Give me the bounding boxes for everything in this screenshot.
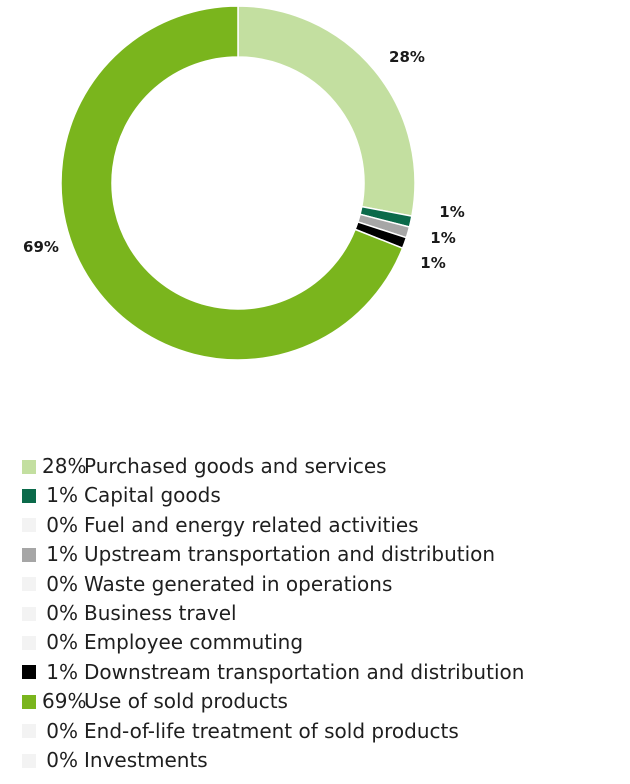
legend-item: 0% Waste generated in operations bbox=[22, 570, 622, 599]
legend-label: Waste generated in operations bbox=[84, 571, 393, 596]
legend-item: 0% Employee commuting bbox=[22, 628, 622, 657]
legend-label: End-of-life treatment of sold products bbox=[84, 718, 459, 743]
legend-swatch bbox=[22, 489, 36, 504]
legend-percent: 1% bbox=[46, 659, 78, 684]
legend-swatch bbox=[22, 636, 36, 651]
legend-item: 1% Upstream transportation and distributi… bbox=[22, 540, 622, 569]
legend-swatch bbox=[22, 518, 36, 533]
legend-swatch bbox=[22, 577, 36, 592]
legend-percent: 0% bbox=[46, 718, 78, 743]
legend-label: Fuel and energy related activities bbox=[84, 512, 419, 537]
legend-swatch bbox=[22, 694, 36, 709]
legend-percent: 0% bbox=[46, 747, 78, 772]
legend-percent: 1% bbox=[46, 483, 78, 508]
legend-percent: 1% bbox=[46, 542, 78, 567]
legend-swatch bbox=[22, 753, 36, 768]
legend-label: Capital goods bbox=[84, 483, 221, 508]
legend-swatch bbox=[22, 606, 36, 621]
legend-label: Employee commuting bbox=[84, 630, 304, 655]
legend-percent: 0% bbox=[46, 600, 78, 625]
legend-percent: 0% bbox=[46, 571, 78, 596]
slice-data-label: 1% bbox=[439, 203, 464, 221]
legend-percent: 28% bbox=[42, 454, 87, 478]
legend-percent: 69% bbox=[42, 689, 87, 714]
legend-item: 1% Downstream transportation and distribu… bbox=[22, 658, 622, 687]
legend-swatch bbox=[22, 547, 36, 562]
donut-chart: 28% 1% 1% 1% 69% bbox=[23, 5, 465, 361]
legend-label: Upstream transportation and distribution bbox=[84, 542, 496, 567]
legend-label: Investments bbox=[84, 747, 208, 772]
legend-swatch bbox=[22, 724, 36, 739]
legend-item: 69% Use of sold products bbox=[22, 687, 622, 716]
legend-percent: 0% bbox=[46, 512, 78, 537]
legend-percent: 0% bbox=[46, 630, 78, 655]
pie-slice bbox=[237, 5, 416, 218]
legend-label: Business travel bbox=[84, 600, 237, 625]
legend-item: 0% End-of-life treatment of sold products bbox=[22, 717, 622, 746]
slice-data-label: 1% bbox=[430, 229, 455, 247]
pie-slice bbox=[60, 5, 404, 361]
legend-swatch bbox=[22, 459, 36, 474]
slice-data-label: 1% bbox=[420, 254, 445, 272]
slice-data-label: 28% bbox=[389, 48, 425, 66]
legend-label: Downstream transportation and distributi… bbox=[84, 659, 525, 684]
chart-legend: 28% Purchased goods and services 1% Capital… bbox=[22, 452, 622, 775]
legend-label: Purchased goods and services bbox=[84, 454, 387, 478]
legend-item: 0% Fuel and energy related activities bbox=[22, 511, 622, 540]
legend-item: 0% Investments bbox=[22, 746, 622, 775]
legend-swatch bbox=[22, 665, 36, 680]
legend-item: 28% Purchased goods and services bbox=[22, 452, 622, 481]
slice-data-label: 69% bbox=[23, 238, 59, 256]
legend-item: 0% Business travel bbox=[22, 599, 622, 628]
legend-item: 1% Capital goods bbox=[22, 481, 622, 510]
legend-label: Use of sold products bbox=[84, 689, 288, 714]
